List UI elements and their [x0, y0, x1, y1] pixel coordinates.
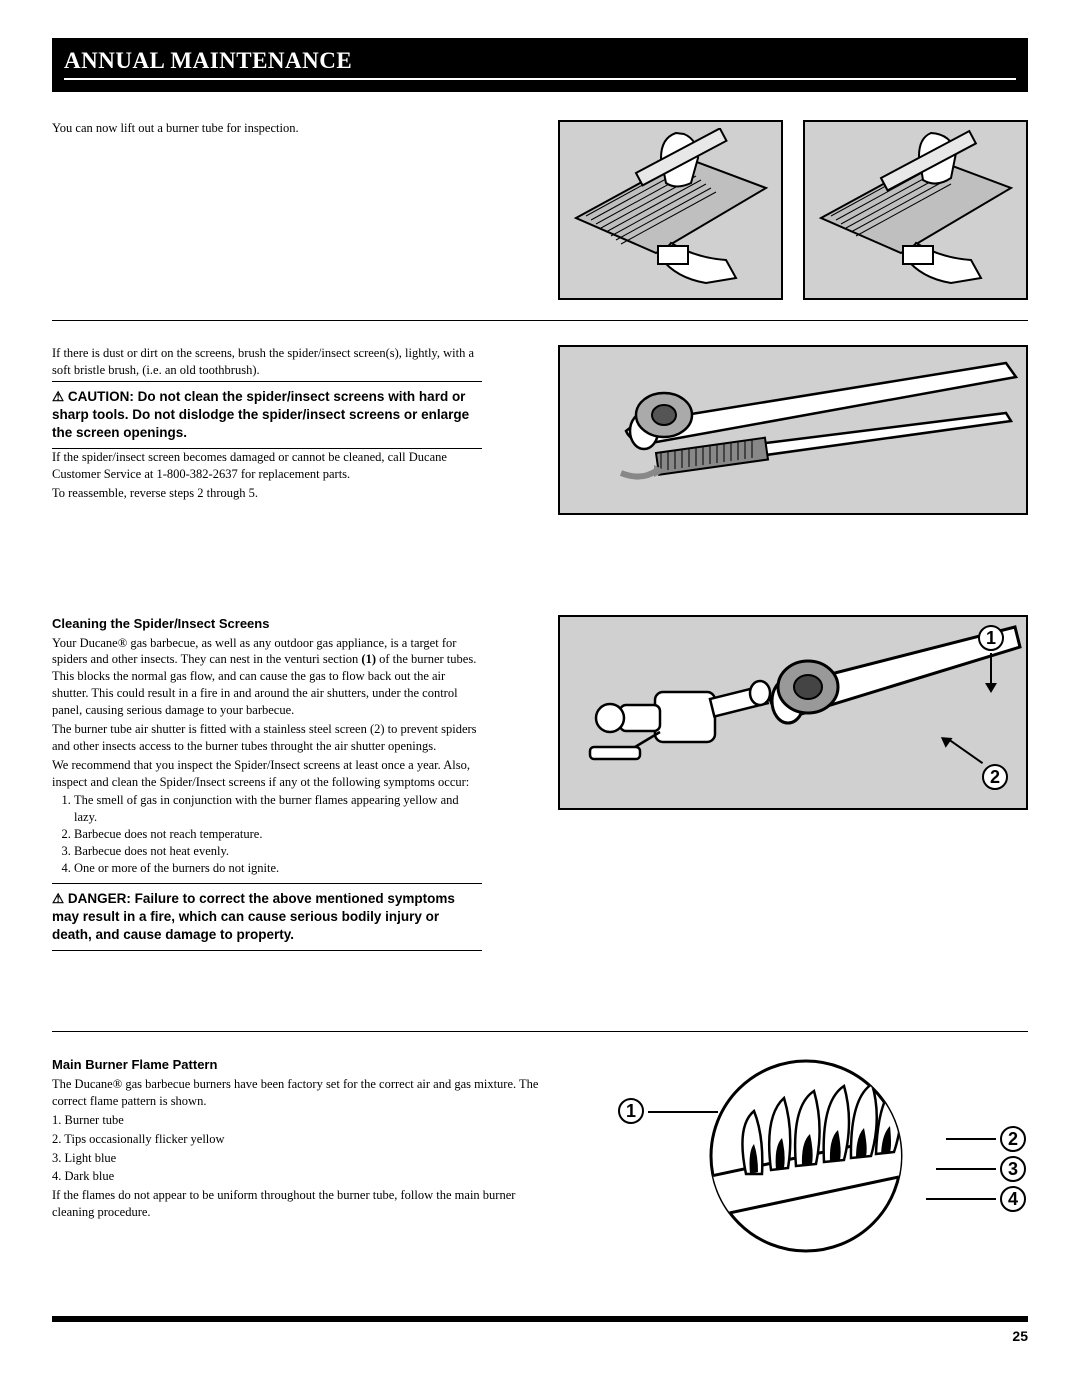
sec3-list: The smell of gas in conjunction with the…: [52, 792, 482, 876]
callout-2: 2: [982, 764, 1008, 790]
arrow: [648, 1111, 718, 1113]
figure-burner-lift-right: [803, 120, 1028, 300]
callout-1: 1: [978, 625, 1004, 651]
figure-flame-pattern: 1 2 3 4: [636, 1056, 1036, 1256]
sec4-heading: Main Burner Flame Pattern: [52, 1056, 552, 1074]
sec2-after1: If the spider/insect screen becomes dama…: [52, 449, 482, 483]
figure-venturi-screen: 1 2: [558, 615, 1028, 810]
callout-2: 2: [1000, 1126, 1026, 1152]
list-item: One or more of the burners do not ignite…: [74, 860, 482, 877]
figure-brush-screen: [558, 345, 1028, 515]
list-item: 1. Burner tube: [52, 1112, 552, 1129]
sec3-heading: Cleaning the Spider/Insect Screens: [52, 615, 482, 633]
section-3: Cleaning the Spider/Insect Screens Your …: [52, 615, 1028, 951]
arrowhead-icon: [985, 683, 997, 693]
footer-rule: [52, 1316, 1028, 1322]
list-item: Barbecue does not reach temperature.: [74, 826, 482, 843]
sec1-intro: You can now lift out a burner tube for i…: [52, 120, 482, 137]
rule: [52, 883, 482, 884]
section-1: You can now lift out a burner tube for i…: [52, 120, 1028, 300]
sec2-intro: If there is dust or dirt on the screens,…: [52, 345, 482, 379]
text-bold: (1): [361, 652, 376, 666]
arrow: [926, 1198, 996, 1200]
rule: [52, 381, 482, 382]
sec3-p2: The burner tube air shutter is fitted wi…: [52, 721, 482, 755]
list-item: Barbecue does not heat evenly.: [74, 843, 482, 860]
section-2: If there is dust or dirt on the screens,…: [52, 345, 1028, 515]
sec2-after2: To reassemble, reverse steps 2 through 5…: [52, 485, 482, 502]
arrow: [936, 1168, 996, 1170]
section-banner: ANNUAL MAINTENANCE: [52, 38, 1028, 92]
page-number: 25: [52, 1328, 1028, 1344]
list-item: The smell of gas in conjunction with the…: [74, 792, 482, 826]
list-item: 4. Dark blue: [52, 1168, 552, 1185]
danger-prefix: ⚠ DANGER:: [52, 891, 135, 906]
sec3-p3: We recommend that you inspect the Spider…: [52, 757, 482, 791]
sec3-p1: Your Ducane® gas barbecue, as well as an…: [52, 635, 482, 719]
danger-block: ⚠ DANGER: Failure to correct the above m…: [52, 886, 482, 949]
list-item: 3. Light blue: [52, 1150, 552, 1167]
section-4: Main Burner Flame Pattern The Ducane® ga…: [52, 1056, 1028, 1256]
sec4-p1: The Ducane® gas barbecue burners have be…: [52, 1076, 552, 1110]
callout-4: 4: [1000, 1186, 1026, 1212]
caution-prefix: ⚠ CAUTION:: [52, 389, 138, 404]
figure-burner-lift-left: [558, 120, 783, 300]
arrow: [990, 653, 992, 685]
arrow: [946, 1138, 996, 1140]
caution-block: ⚠ CAUTION: Do not clean the spider/insec…: [52, 384, 482, 447]
callout-3: 3: [1000, 1156, 1026, 1182]
rule: [52, 950, 482, 951]
divider: [52, 1031, 1028, 1032]
list-item: 2. Tips occasionally flicker yellow: [52, 1131, 552, 1148]
divider: [52, 320, 1028, 321]
sec4-p2: If the flames do not appear to be unifor…: [52, 1187, 552, 1221]
banner-title: ANNUAL MAINTENANCE: [64, 48, 1016, 80]
